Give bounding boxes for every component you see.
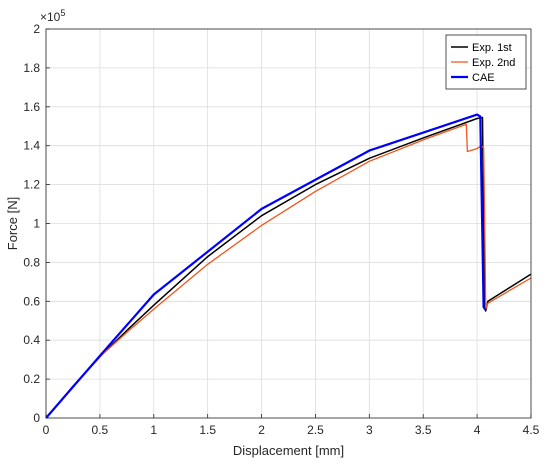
y-tick-label: 0 [33,411,40,425]
y-exponent-power: 5 [60,8,65,18]
x-tick-label: 1.5 [199,423,216,437]
legend-entry: CAE [472,72,495,84]
y-tick-label: 1 [33,217,40,231]
y-tick-label: 1.6 [23,100,40,114]
x-tick-label: 3 [366,423,373,437]
x-tick-label: 0 [43,423,50,437]
y-axis-label: Force [N] [5,197,20,250]
y-tick-label: 1.4 [23,139,40,153]
x-axis-label: Displacement [mm] [233,443,344,458]
y-tick-label: 0.8 [23,255,40,269]
series-line-3 [45,113,487,419]
series-lines [45,113,532,419]
series-line-2 [45,123,532,419]
y-exponent-label: ×105 [40,8,65,24]
x-tick-label: 1 [150,423,157,437]
x-tick-label: 4 [474,423,481,437]
y-tick-label: 0.4 [23,333,40,347]
legend-entry: Exp. 2nd [472,57,515,69]
x-tick-label: 0.5 [92,423,109,437]
tick-labels: 0 0.5 1 1.5 2 2.5 3 3.5 4 4.5 0 0.2 0.4 0.6 0.8 1 1.2 1.4… [23,22,539,437]
y-tick-label: 2 [33,22,40,36]
y-tick-label: 0.2 [23,372,40,386]
y-tick-label: 1.2 [23,178,40,192]
legend-entry: Exp. 1st [472,42,512,54]
x-tick-label: 4.5 [523,423,540,437]
y-tick-label: 1.8 [23,61,40,75]
x-tick-label: 3.5 [415,423,432,437]
legend: Exp. 1st Exp. 2nd CAE [445,34,527,90]
y-tick-label: 0.6 [23,294,40,308]
series-line-1 [45,116,532,419]
x-tick-label: 2 [258,423,265,437]
x-tick-label: 2.5 [307,423,324,437]
